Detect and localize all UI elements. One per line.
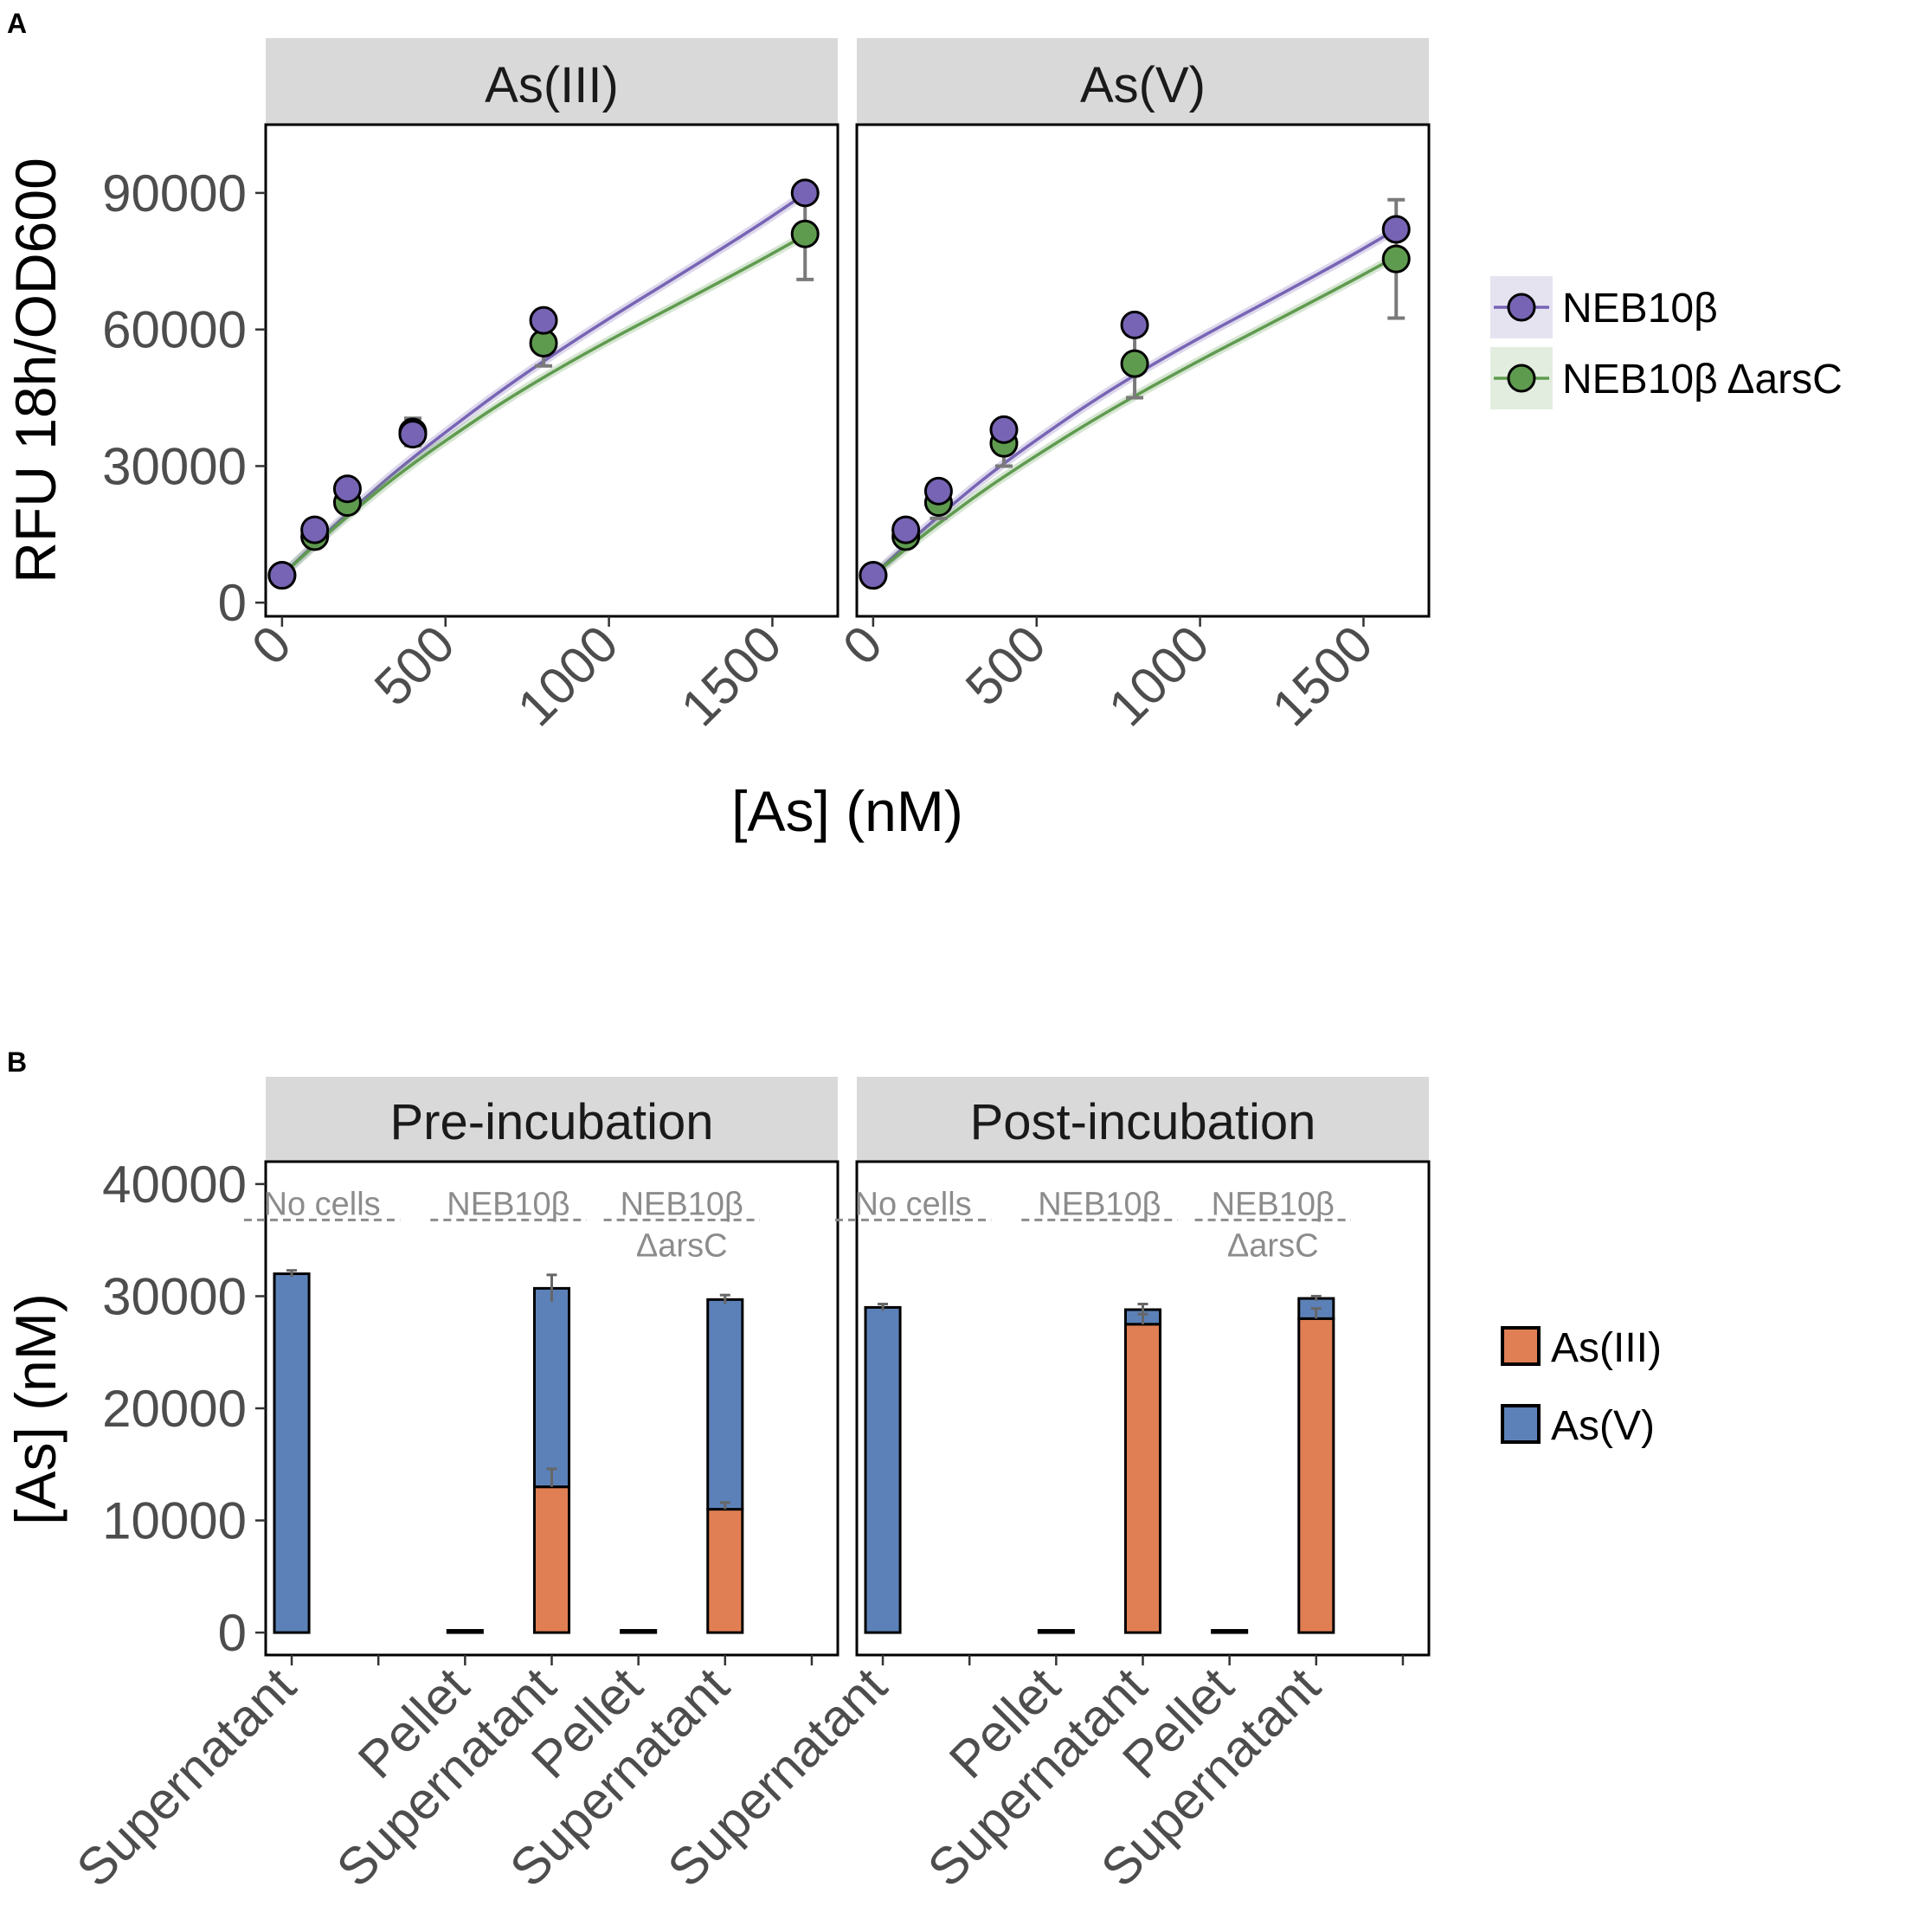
bar-as-v [1037, 1629, 1075, 1634]
facet-strip [857, 38, 1429, 125]
x-tick-label: 0 [241, 615, 302, 676]
y-tick-label: 0 [218, 574, 247, 632]
data-point-1 [332, 474, 362, 504]
plot-panel [264, 123, 839, 618]
y-tick-label: 10000 [102, 1492, 247, 1550]
y-axis-title: RFU 18h/OD600 [3, 158, 68, 583]
bar-as-v [1211, 1629, 1249, 1634]
data-point-1 [1381, 215, 1411, 244]
y-tick-label: 60000 [102, 301, 247, 359]
bar-as-iii [1297, 1317, 1335, 1634]
data-point-1 [989, 415, 1019, 444]
legend-key [1501, 1326, 1541, 1366]
data-point-2 [1381, 244, 1411, 274]
bar-as-iii [706, 1508, 744, 1634]
y-tick-label: 90000 [102, 164, 247, 222]
legend-label: NEB10β ΔarsC [1562, 357, 1843, 402]
y-tick-label: 20000 [102, 1380, 247, 1438]
x-tick-label: 500 [363, 615, 466, 717]
data-point-1 [398, 420, 428, 449]
data-point-1 [891, 515, 921, 544]
legend-key-point [1507, 293, 1536, 322]
data-point-1 [859, 561, 888, 590]
group-label: NEB10β [621, 1186, 743, 1222]
bar-as-v [706, 1298, 744, 1511]
data-point-2 [790, 219, 820, 248]
data-point-1 [529, 306, 558, 335]
bar-as-v [446, 1629, 484, 1634]
panel-label-a: A [7, 8, 27, 39]
legend-key [1501, 1404, 1541, 1444]
legend-a: NEB10β NEB10β ΔarsC [1490, 276, 1843, 409]
x-tick-label: 1000 [506, 615, 629, 737]
y-tick-label: 30000 [102, 437, 247, 495]
x-tick-label: 1000 [1097, 615, 1220, 737]
facet-strip-label: Post-incubation [970, 1094, 1316, 1150]
bar-as-iii [1123, 1323, 1162, 1634]
x-tick-label: 500 [955, 615, 1057, 717]
chart-a: As(III) 0 500 1000 1500 As(V) 0 500 1000 1500 0 300… [3, 38, 1843, 843]
x-category-label: Supernatant [66, 1657, 307, 1898]
data-point-1 [790, 178, 820, 208]
y-tick-label: 40000 [102, 1156, 247, 1214]
legend-key-point [1507, 364, 1536, 393]
x-tick-label: 0 [832, 615, 893, 676]
bar-as-v [620, 1629, 658, 1634]
facet-strip-label: As(V) [1080, 57, 1206, 113]
bar-as-v [273, 1272, 311, 1634]
legend-label: As(V) [1551, 1403, 1655, 1449]
data-point-1 [267, 561, 297, 590]
bar-as-v [532, 1286, 571, 1489]
facet-strip [857, 1077, 1429, 1162]
facet-strip-label: Pre-incubation [390, 1094, 714, 1150]
y-tick-label: 0 [218, 1604, 247, 1662]
y-tick-label: 30000 [102, 1267, 247, 1325]
facet-strip [266, 38, 838, 125]
group-label: No cells [855, 1186, 972, 1222]
x-tick-label: 1500 [1261, 615, 1384, 737]
group-label-sub: ΔarsC [636, 1227, 728, 1264]
data-point-1 [1120, 310, 1149, 339]
x-axis-title: [As] (nM) [731, 779, 963, 843]
panel-label-b: B [7, 1046, 27, 1078]
y-axis-title: [As] (nM) [3, 1293, 68, 1525]
data-point-1 [923, 476, 953, 506]
facet-strip-label: As(III) [485, 57, 619, 113]
bar-as-iii [532, 1485, 571, 1634]
group-label: NEB10β [1212, 1186, 1335, 1222]
group-label-sub: ΔarsC [1227, 1227, 1319, 1264]
group-label: NEB10β [1038, 1186, 1161, 1222]
data-point-2 [1120, 349, 1149, 378]
fit-line-2 [872, 254, 1398, 577]
x-tick-label: 1500 [670, 615, 793, 737]
facet-a-2: As(V) 0 500 1000 1500 [832, 38, 1431, 737]
fit-line-2 [280, 234, 807, 576]
group-label: No cells [264, 1186, 381, 1222]
legend-label: As(III) [1551, 1325, 1662, 1371]
fit-line-1 [872, 228, 1398, 576]
facet-strip [266, 1077, 838, 1162]
bar-as-v [864, 1305, 902, 1634]
legend-b: As(III) As(V) [1501, 1325, 1662, 1449]
legend-label: NEB10β [1562, 286, 1718, 332]
facet-a-1: As(III) 0 500 1000 1500 [241, 38, 839, 737]
data-point-1 [300, 515, 330, 544]
group-label: NEB10β [447, 1186, 569, 1222]
